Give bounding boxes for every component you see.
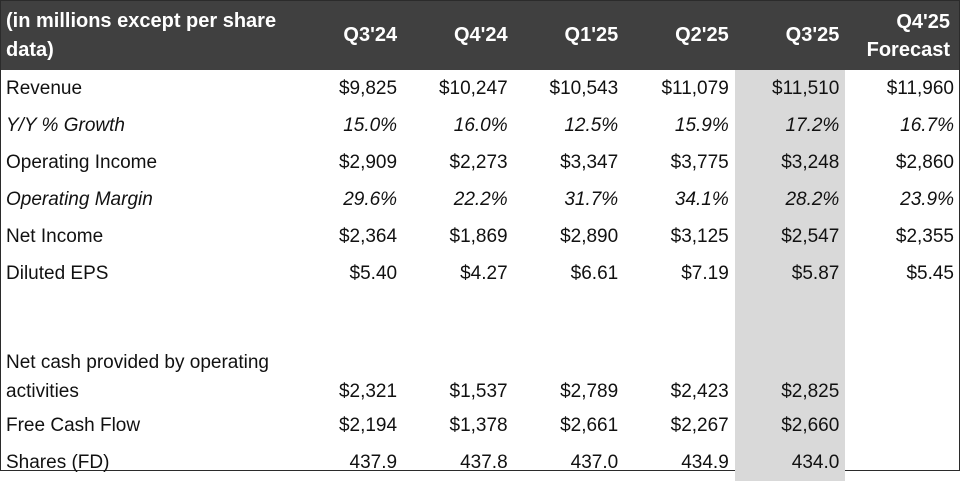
- table-cell: $2,273: [449, 151, 508, 173]
- column-header-q2-25: Q2'25: [624, 1, 735, 70]
- empty-cell-highlighted: [734, 292, 846, 343]
- table-cell-highlighted: $2,547: [734, 218, 846, 255]
- row-label: Shares (FD): [6, 451, 110, 473]
- row-label: Operating Margin: [6, 188, 153, 210]
- table-cell-forecast: [845, 407, 959, 444]
- table-cell: 31.7%: [564, 188, 619, 210]
- empty-cell: [293, 292, 404, 343]
- table-cell: $3,125: [670, 225, 729, 247]
- table-spacer-row: [1, 292, 959, 343]
- row-label: Diluted EPS: [6, 262, 109, 284]
- row-label: Revenue: [6, 77, 83, 99]
- empty-cell: [514, 292, 625, 343]
- table-cell: $4.27: [460, 262, 508, 284]
- row-label: Y/Y % Growth: [6, 114, 125, 136]
- table-row-shares-fd: Shares (FD) 437.9 437.8 437.0 434.9 434.…: [1, 444, 959, 481]
- table-cell-forecast: $2,860: [895, 151, 954, 173]
- table-cell-highlighted: $11,510: [734, 70, 846, 107]
- table-cell: $7.19: [681, 262, 729, 284]
- table-cell: $3,347: [560, 151, 619, 173]
- table-cell: 437.8: [460, 451, 508, 473]
- table-cell: 15.0%: [343, 114, 398, 136]
- table-cell-forecast: $2,355: [895, 225, 954, 247]
- table-cell: $2,364: [338, 225, 398, 247]
- table-cell: $5.40: [349, 262, 398, 284]
- column-header-q4-24: Q4'24: [403, 1, 514, 70]
- header-row: (in millions except per share data) Q3'2…: [1, 1, 959, 70]
- table-cell: $1,537: [449, 381, 508, 402]
- empty-cell: [403, 292, 514, 343]
- table-cell-highlighted: 434.0: [734, 444, 846, 481]
- empty-cell: [845, 292, 959, 343]
- table-row-operating-margin: Operating Margin 29.6% 22.2% 31.7% 34.1%…: [1, 181, 959, 218]
- table-row-yy-growth: Y/Y % Growth 15.0% 16.0% 12.5% 15.9% 17.…: [1, 107, 959, 144]
- table-cell: $6.61: [570, 262, 619, 284]
- table-cell: 12.5%: [564, 114, 619, 136]
- table-row-revenue: Revenue $9,825 $10,247 $10,543 $11,079 $…: [1, 70, 959, 107]
- table-cell: $2,909: [338, 151, 398, 173]
- table-row-net-cash-operating: Net cash provided by operating activitie…: [1, 343, 959, 407]
- table-cell: 34.1%: [674, 188, 729, 210]
- table-cell: 15.9%: [674, 114, 729, 136]
- table-cell-highlighted: $2,825: [734, 343, 846, 407]
- table-cell: 437.9: [349, 451, 398, 473]
- table-cell: 16.0%: [453, 114, 508, 136]
- table-cell-highlighted: $2,660: [734, 407, 846, 444]
- row-label: Operating Income: [6, 151, 158, 173]
- table-row-operating-income: Operating Income $2,909 $2,273 $3,347 $3…: [1, 144, 959, 181]
- table-cell-forecast: $11,960: [886, 77, 954, 99]
- table-cell: $10,543: [549, 77, 619, 99]
- table-cell-forecast: [845, 444, 959, 481]
- table-cell: $1,869: [449, 225, 508, 247]
- table-cell: 22.2%: [453, 188, 508, 210]
- table-cell-highlighted: $5.87: [734, 255, 846, 292]
- table-cell-forecast: [845, 343, 959, 407]
- table-cell-forecast: 16.7%: [900, 114, 954, 136]
- table-cell-forecast: 23.9%: [900, 188, 954, 210]
- table-cell-forecast: $5.45: [906, 262, 954, 284]
- table-cell: $2,267: [670, 414, 729, 436]
- empty-cell: [1, 292, 293, 343]
- table-cell: $2,321: [338, 381, 398, 402]
- table-row-net-income: Net Income $2,364 $1,869 $2,890 $3,125 $…: [1, 218, 959, 255]
- table-cell: $2,661: [560, 414, 619, 436]
- header-label: (in millions except per share data): [1, 1, 293, 70]
- column-header-q3-25: Q3'25: [734, 1, 846, 70]
- table-cell-highlighted: 28.2%: [734, 181, 846, 218]
- column-header-q4-25-forecast: Q4'25 Forecast: [845, 1, 959, 70]
- table-cell: 434.9: [681, 451, 729, 473]
- table-cell: 29.6%: [343, 188, 398, 210]
- column-header-q1-25: Q1'25: [513, 1, 625, 70]
- table-cell: $10,247: [438, 77, 508, 99]
- table-row-free-cash-flow: Free Cash Flow $2,194 $1,378 $2,661 $2,2…: [1, 407, 959, 444]
- table-cell: $2,194: [338, 414, 398, 436]
- table-cell: $2,890: [560, 225, 619, 247]
- empty-cell: [624, 292, 735, 343]
- table-cell: $2,789: [560, 381, 619, 402]
- table-cell: $3,775: [670, 151, 729, 173]
- table-cell: $11,079: [661, 77, 729, 99]
- row-label: Net cash provided by operating activitie…: [6, 352, 269, 402]
- table-cell: $1,378: [449, 414, 508, 436]
- table-cell-highlighted: 17.2%: [734, 107, 846, 144]
- table-cell: 437.0: [570, 451, 619, 473]
- column-header-q3-24: Q3'24: [292, 1, 404, 70]
- table-cell: $9,825: [338, 77, 398, 99]
- table-row-diluted-eps: Diluted EPS $5.40 $4.27 $6.61 $7.19 $5.8…: [1, 255, 959, 292]
- table-cell-highlighted: $3,248: [734, 144, 846, 181]
- row-label: Free Cash Flow: [6, 414, 141, 436]
- table-cell: $2,423: [670, 381, 729, 402]
- row-label: Net Income: [6, 225, 104, 247]
